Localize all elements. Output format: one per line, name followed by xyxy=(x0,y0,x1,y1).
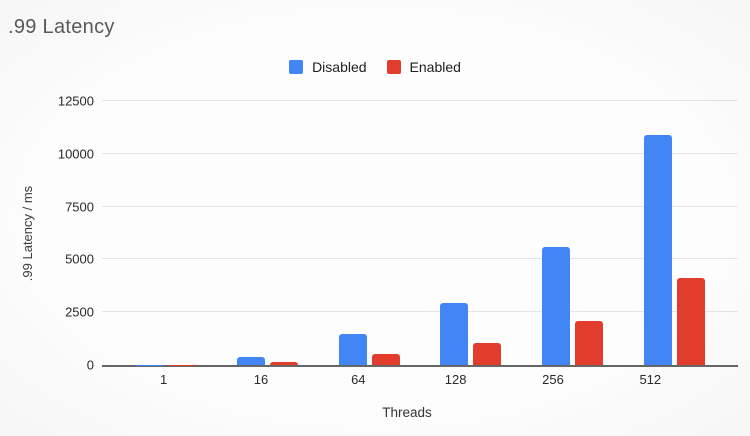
y-tick-labels: 0 2500 5000 7500 10000 12500 xyxy=(0,94,94,373)
x-tick-label-64: 64 xyxy=(351,372,366,387)
x-tick-label-128: 128 xyxy=(444,372,467,387)
y-tick-label-5000: 5000 xyxy=(65,251,94,267)
bar-enabled-256[interactable] xyxy=(575,320,604,365)
bar-enabled-64[interactable] xyxy=(371,354,400,365)
chart-title: .99 Latency xyxy=(8,16,115,38)
legend-label-enabled: Enabled xyxy=(409,59,461,75)
gridline-5000 xyxy=(102,258,738,260)
bar-group-128 xyxy=(420,101,522,365)
y-tick-label-7500: 7500 xyxy=(65,199,94,215)
bar-group-64 xyxy=(318,101,420,365)
x-axis-title: Threads xyxy=(382,405,432,420)
bar-disabled-64[interactable] xyxy=(338,334,367,365)
x-tick-label-256: 256 xyxy=(542,372,564,387)
gridline-10000 xyxy=(102,152,738,154)
legend-item-disabled[interactable]: Disabled xyxy=(289,59,367,75)
gridline-7500 xyxy=(102,205,738,207)
bar-disabled-128[interactable] xyxy=(440,302,469,365)
legend-label-disabled: Disabled xyxy=(312,59,367,75)
x-tick-label-512: 512 xyxy=(639,372,662,387)
y-tick-label-10000: 10000 xyxy=(57,146,94,162)
legend-item-enabled[interactable]: Enabled xyxy=(386,59,461,75)
bar-enabled-512[interactable] xyxy=(676,278,705,365)
bar-group-256 xyxy=(522,101,624,365)
bar-group-512 xyxy=(623,101,725,365)
plot-area xyxy=(102,100,738,367)
bar-group-16 xyxy=(217,101,319,365)
x-tick-label-16: 16 xyxy=(253,372,269,387)
y-tick-label-0: 0 xyxy=(86,357,94,373)
bar-enabled-128[interactable] xyxy=(473,342,502,365)
bar-disabled-512[interactable] xyxy=(643,134,672,365)
chart-legend: Disabled Enabled xyxy=(0,59,750,75)
legend-swatch-disabled xyxy=(289,60,304,74)
y-tick-label-2500: 2500 xyxy=(65,304,94,320)
legend-swatch-enabled xyxy=(386,60,401,74)
gridline-12500 xyxy=(102,100,738,101)
bar-disabled-16[interactable] xyxy=(237,356,265,365)
bar-enabled-16[interactable] xyxy=(270,362,298,365)
y-tick-label-12500: 12500 xyxy=(57,93,94,109)
bar-disabled-256[interactable] xyxy=(542,246,571,365)
gridline-2500 xyxy=(102,311,738,313)
bar-group-1 xyxy=(115,101,217,365)
x-tick-labels: 1 16 64 128 256 512 xyxy=(102,372,712,387)
x-tick-label-1: 1 xyxy=(160,372,168,387)
